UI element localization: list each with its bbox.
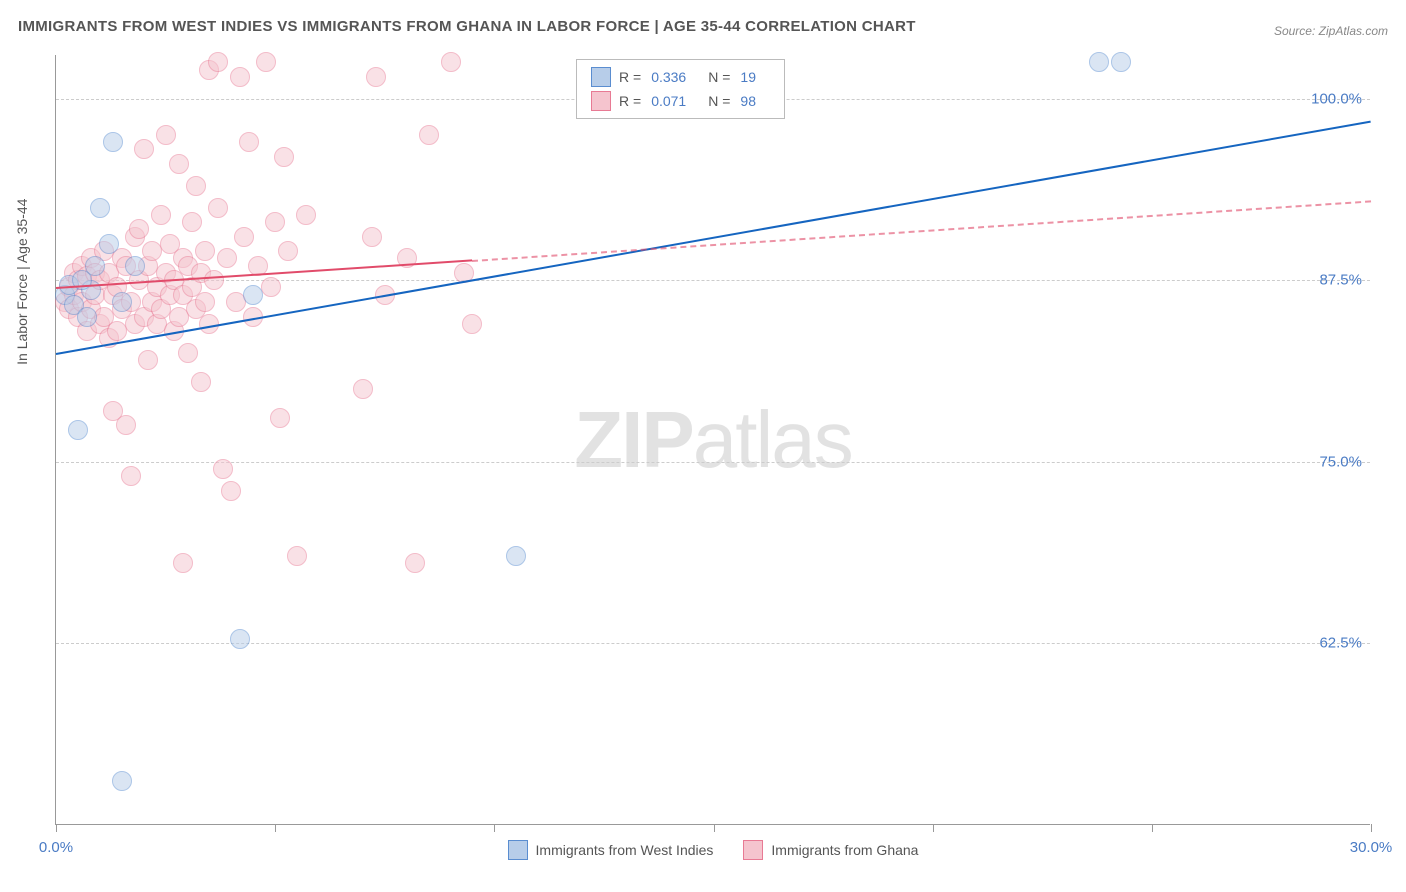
legend-n-value-1: 19 [740, 69, 756, 85]
scatter-point [208, 52, 228, 72]
xtick [1371, 824, 1372, 832]
scatter-point [178, 343, 198, 363]
scatter-point [195, 241, 215, 261]
legend-row-ghana: R = 0.071 N = 98 [591, 89, 770, 113]
scatter-point [366, 67, 386, 87]
scatter-point [208, 198, 228, 218]
legend-n-label: N = [708, 93, 730, 109]
legend-row-west-indies: R = 0.336 N = 19 [591, 65, 770, 89]
scatter-point [239, 132, 259, 152]
scatter-point [230, 67, 250, 87]
legend-r-value-2: 0.071 [651, 93, 686, 109]
ytick-label: 75.0% [1319, 453, 1362, 470]
legend-swatch-west-indies [591, 67, 611, 87]
legend-swatch-ghana [591, 91, 611, 111]
scatter-point [204, 270, 224, 290]
legend-item-ghana: Immigrants from Ghana [743, 840, 918, 860]
legend-r-value-1: 0.336 [651, 69, 686, 85]
scatter-point [353, 379, 373, 399]
y-axis-label: In Labor Force | Age 35-44 [14, 199, 30, 365]
source-attribution: Source: ZipAtlas.com [1274, 24, 1388, 38]
legend-item-west-indies: Immigrants from West Indies [508, 840, 714, 860]
legend-r-label: R = [619, 93, 641, 109]
xtick [275, 824, 276, 832]
scatter-point [1111, 52, 1131, 72]
scatter-point [182, 212, 202, 232]
scatter-point [77, 307, 97, 327]
scatter-point [112, 292, 132, 312]
scatter-point [186, 176, 206, 196]
gridline [56, 643, 1370, 644]
scatter-point [191, 372, 211, 392]
scatter-point [287, 546, 307, 566]
watermark-bold: ZIP [574, 395, 692, 484]
scatter-point [419, 125, 439, 145]
scatter-point [116, 415, 136, 435]
scatter-point [90, 198, 110, 218]
watermark: ZIPatlas [574, 394, 851, 486]
legend-n-label: N = [708, 69, 730, 85]
scatter-point [217, 248, 237, 268]
legend-swatch-ghana [743, 840, 763, 860]
watermark-light: atlas [693, 395, 852, 484]
scatter-point [213, 459, 233, 479]
scatter-point [261, 277, 281, 297]
scatter-point [156, 125, 176, 145]
scatter-point [99, 234, 119, 254]
scatter-point [274, 147, 294, 167]
ytick-label: 87.5% [1319, 272, 1362, 289]
scatter-point [296, 205, 316, 225]
legend-label-1: Immigrants from West Indies [536, 842, 714, 858]
scatter-point [151, 205, 171, 225]
scatter-point [243, 285, 263, 305]
scatter-point [85, 256, 105, 276]
scatter-point [121, 466, 141, 486]
ytick-label: 62.5% [1319, 635, 1362, 652]
chart-title: IMMIGRANTS FROM WEST INDIES VS IMMIGRANT… [18, 18, 916, 35]
scatter-point [278, 241, 298, 261]
scatter-point [125, 256, 145, 276]
scatter-point [129, 219, 149, 239]
xtick [494, 824, 495, 832]
scatter-point [134, 139, 154, 159]
scatter-point [265, 212, 285, 232]
scatter-point [173, 553, 193, 573]
scatter-point [103, 132, 123, 152]
plot-area: ZIPatlas 62.5%75.0%87.5%100.0% 0.0%30.0%… [55, 55, 1370, 825]
scatter-point [112, 771, 132, 791]
scatter-point [506, 546, 526, 566]
scatter-point [256, 52, 276, 72]
legend-swatch-west-indies [508, 840, 528, 860]
xtick [714, 824, 715, 832]
scatter-point [405, 553, 425, 573]
legend-n-value-2: 98 [740, 93, 756, 109]
scatter-point [362, 227, 382, 247]
scatter-point [169, 154, 189, 174]
gridline [56, 462, 1370, 463]
legend-correlation: R = 0.336 N = 19 R = 0.071 N = 98 [576, 59, 785, 119]
scatter-point [234, 227, 254, 247]
scatter-point [441, 52, 461, 72]
scatter-point [138, 350, 158, 370]
trend-line-dashed [472, 200, 1371, 262]
scatter-point [270, 408, 290, 428]
scatter-point [230, 629, 250, 649]
scatter-point [195, 292, 215, 312]
legend-label-2: Immigrants from Ghana [771, 842, 918, 858]
legend-series: Immigrants from West Indies Immigrants f… [56, 840, 1370, 860]
xtick [933, 824, 934, 832]
ytick-label: 100.0% [1311, 90, 1362, 107]
scatter-point [462, 314, 482, 334]
xtick [56, 824, 57, 832]
gridline [56, 280, 1370, 281]
xtick [1152, 824, 1153, 832]
scatter-point [68, 420, 88, 440]
legend-r-label: R = [619, 69, 641, 85]
scatter-point [221, 481, 241, 501]
scatter-point [1089, 52, 1109, 72]
